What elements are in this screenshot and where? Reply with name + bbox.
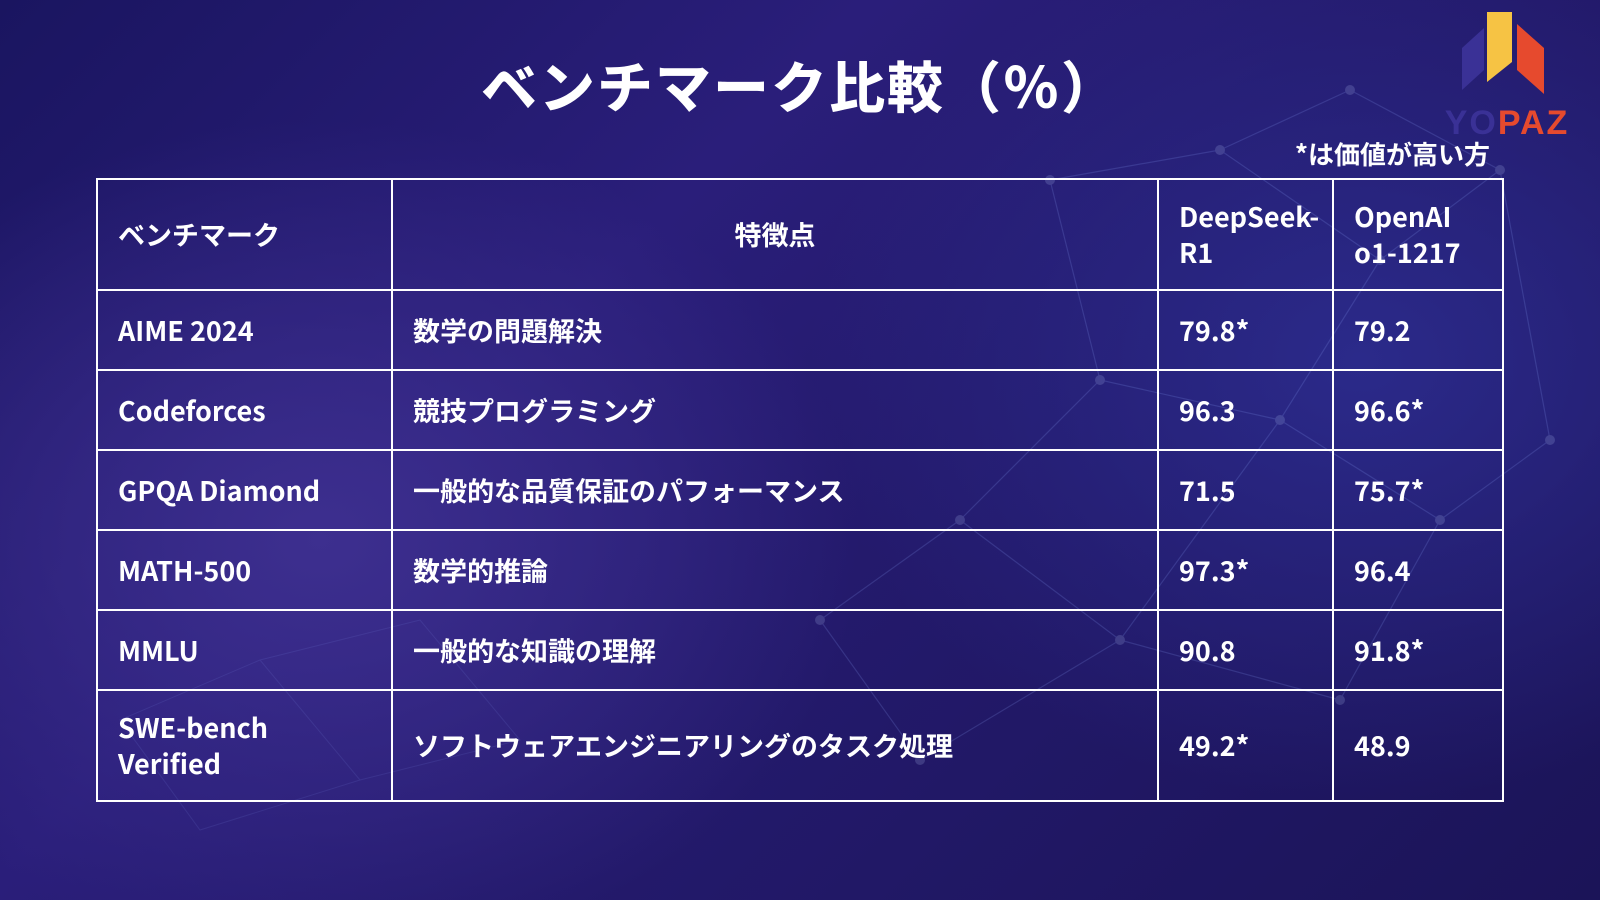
cell-feature: 数学の問題解決 [392, 290, 1158, 370]
cell-feature: 数学的推論 [392, 530, 1158, 610]
cell-benchmark: GPQA Diamond [97, 450, 392, 530]
table-header-row: ベンチマーク 特徴点 DeepSeek-R1 OpenAI o1-1217 [97, 179, 1503, 290]
table-row: SWE-bench Verified ソフトウェアエンジニアリングのタスク処理 … [97, 690, 1503, 801]
brand-logo-text-right: PAZ [1498, 104, 1569, 142]
cell-feature: 一般的な品質保証のパフォーマンス [392, 450, 1158, 530]
brand-logo-text: YOPAZ [1445, 104, 1570, 143]
cell-openai: 96.4 [1333, 530, 1503, 610]
col-header-benchmark: ベンチマーク [97, 179, 392, 290]
cell-openai: 75.7* [1333, 450, 1503, 530]
table-row: AIME 2024 数学の問題解決 79.8* 79.2 [97, 290, 1503, 370]
cell-feature: ソフトウェアエンジニアリングのタスク処理 [392, 690, 1158, 801]
cell-deepseek: 71.5 [1158, 450, 1333, 530]
cell-openai: 91.8* [1333, 610, 1503, 690]
cell-deepseek: 96.3 [1158, 370, 1333, 450]
col-header-deepseek: DeepSeek-R1 [1158, 179, 1333, 290]
cell-openai: 48.9 [1333, 690, 1503, 801]
cell-openai: 96.6* [1333, 370, 1503, 450]
benchmark-table-wrap: ベンチマーク 特徴点 DeepSeek-R1 OpenAI o1-1217 AI… [96, 178, 1504, 802]
cell-benchmark: MMLU [97, 610, 392, 690]
cell-deepseek: 79.8* [1158, 290, 1333, 370]
cell-deepseek: 49.2* [1158, 690, 1333, 801]
slide: YOPAZ ベンチマーク比較（％） *は価値が高い方 ベンチマーク 特徴点 De… [0, 0, 1600, 900]
col-header-feature: 特徴点 [392, 179, 1158, 290]
cell-benchmark: Codeforces [97, 370, 392, 450]
col-header-openai: OpenAI o1-1217 [1333, 179, 1503, 290]
cell-deepseek: 90.8 [1158, 610, 1333, 690]
brand-logo-text-left: YO [1445, 104, 1498, 142]
cell-deepseek: 97.3* [1158, 530, 1333, 610]
brand-logo: YOPAZ [1432, 10, 1582, 143]
cell-feature: 一般的な知識の理解 [392, 610, 1158, 690]
brand-logo-mark-icon [1432, 10, 1582, 110]
asterisk-note: *は価値が高い方 [0, 135, 1490, 172]
cell-benchmark: SWE-bench Verified [97, 690, 392, 801]
benchmark-table: ベンチマーク 特徴点 DeepSeek-R1 OpenAI o1-1217 AI… [96, 178, 1504, 802]
table-row: MMLU 一般的な知識の理解 90.8 91.8* [97, 610, 1503, 690]
cell-benchmark: MATH-500 [97, 530, 392, 610]
table-row: GPQA Diamond 一般的な品質保証のパフォーマンス 71.5 75.7* [97, 450, 1503, 530]
cell-benchmark: AIME 2024 [97, 290, 392, 370]
cell-openai: 79.2 [1333, 290, 1503, 370]
page-title: ベンチマーク比較（％） [0, 0, 1600, 125]
table-row: Codeforces 競技プログラミング 96.3 96.6* [97, 370, 1503, 450]
table-row: MATH-500 数学的推論 97.3* 96.4 [97, 530, 1503, 610]
cell-feature: 競技プログラミング [392, 370, 1158, 450]
